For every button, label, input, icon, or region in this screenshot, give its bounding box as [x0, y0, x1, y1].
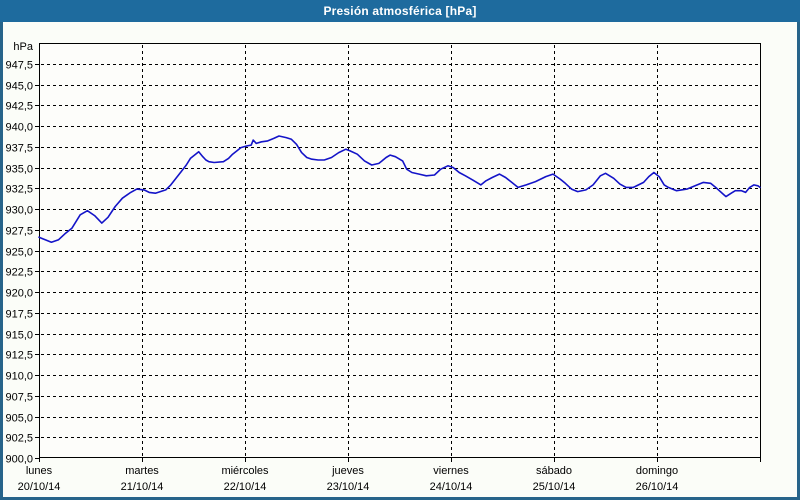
x-day-label: viernes: [433, 465, 469, 477]
x-date-label: 25/10/14: [533, 481, 576, 493]
x-date-label: 21/10/14: [121, 481, 164, 493]
y-tick-label: 932,5: [5, 184, 33, 196]
y-tick-label: 905,0: [5, 413, 33, 425]
y-tick-label: 925,0: [5, 247, 33, 259]
x-date-label: 26/10/14: [636, 481, 679, 493]
x-day-label: lunes: [26, 465, 53, 477]
pressure-chart: 947,5 945,0 942,5 940,0 937,5 935,0 932,5 930,0…: [5, 41, 761, 493]
pressure-line: [38, 135, 761, 243]
x-day-label: martes: [125, 465, 159, 477]
x-day-label: sábado: [536, 465, 572, 477]
y-tick-label: 922,5: [5, 267, 33, 279]
x-date-label: 22/10/14: [224, 481, 267, 493]
y-tick-label: 947,5: [5, 60, 33, 72]
y-tick-label: 945,0: [5, 81, 33, 93]
y-tick-label: 902,5: [5, 433, 33, 445]
plot-border: [39, 43, 761, 458]
y-tick-label: 942,5: [5, 101, 33, 113]
y-axis-unit-label: hPa: [13, 41, 33, 53]
x-date-label: 20/10/14: [18, 481, 61, 493]
x-day-label: domingo: [636, 465, 678, 477]
chart-area: 947,5 945,0 942,5 940,0 937,5 935,0 932,5 930,0…: [3, 22, 797, 497]
y-tick-label: 935,0: [5, 164, 33, 176]
y-tick-label: 900,0: [5, 454, 33, 466]
y-tick-label: 910,0: [5, 371, 33, 383]
y-tick-label: 920,0: [5, 288, 33, 300]
y-tick-label: 917,5: [5, 309, 33, 321]
x-day-label: miércoles: [221, 465, 269, 477]
y-tick-label: 912,5: [5, 350, 33, 362]
y-tick-label: 915,0: [5, 330, 33, 342]
x-day-label: jueves: [331, 465, 364, 477]
y-tick-label: 937,5: [5, 143, 33, 155]
y-tick-label: 940,0: [5, 122, 33, 134]
y-tick-label: 930,0: [5, 205, 33, 217]
x-date-label: 23/10/14: [327, 481, 370, 493]
y-tick-label: 907,5: [5, 392, 33, 404]
y-tick-label: 927,5: [5, 226, 33, 238]
window-title: Presión atmosférica [hPa]: [323, 4, 477, 18]
x-date-label: 24/10/14: [430, 481, 473, 493]
window-title-bar: Presión atmosférica [hPa]: [0, 0, 800, 22]
